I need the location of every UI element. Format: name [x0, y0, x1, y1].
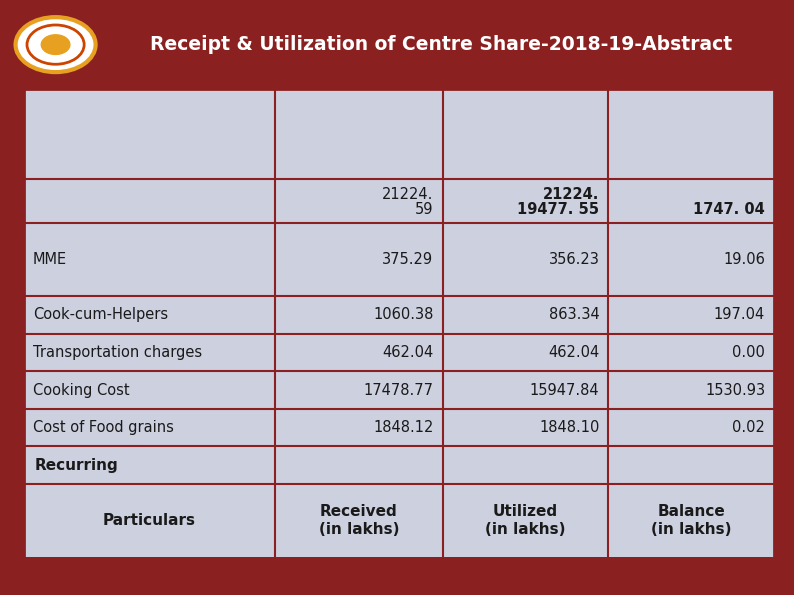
Bar [24, 409, 774, 446]
Bar [24, 89, 774, 178]
Bar [24, 296, 774, 334]
Text: 59: 59 [415, 202, 434, 217]
Text: MME: MME [33, 252, 67, 267]
Text: Receipt & Utilization of Centre Share-2018-19-Abstract: Receipt & Utilization of Centre Share-20… [149, 35, 732, 54]
Bar [24, 371, 774, 409]
Text: 1530.93: 1530.93 [705, 383, 765, 397]
Text: Received
(in lakhs): Received (in lakhs) [318, 505, 399, 537]
Text: Transportation charges: Transportation charges [33, 345, 202, 360]
Text: 197.04: 197.04 [714, 308, 765, 322]
Text: 21224.: 21224. [543, 187, 599, 202]
Bar [24, 178, 774, 223]
Text: 1848.12: 1848.12 [373, 420, 434, 435]
Text: 1060.38: 1060.38 [373, 308, 434, 322]
Text: 19477. 55: 19477. 55 [518, 202, 599, 217]
Circle shape [16, 17, 95, 72]
Text: 19.06: 19.06 [723, 252, 765, 267]
Text: 356.23: 356.23 [549, 252, 599, 267]
Text: 863.34: 863.34 [549, 308, 599, 322]
Text: Recurring: Recurring [35, 458, 119, 473]
Text: Utilized
(in lakhs): Utilized (in lakhs) [485, 505, 565, 537]
Text: 462.04: 462.04 [382, 345, 434, 360]
Text: Cooking Cost: Cooking Cost [33, 383, 129, 397]
Text: 462.04: 462.04 [548, 345, 599, 360]
Text: Cost of Food grains: Cost of Food grains [33, 420, 174, 435]
Bar [24, 334, 774, 371]
Text: 1747. 04: 1747. 04 [693, 202, 765, 217]
Text: Cook-cum-Helpers: Cook-cum-Helpers [33, 308, 168, 322]
Text: Particulars: Particulars [103, 513, 196, 528]
Text: Balance
(in lakhs): Balance (in lakhs) [651, 505, 731, 537]
Circle shape [41, 35, 70, 54]
Bar [24, 446, 774, 484]
Bar [24, 223, 774, 296]
Text: 0.02: 0.02 [732, 420, 765, 435]
Text: 21224.: 21224. [382, 187, 434, 202]
Text: 17478.77: 17478.77 [364, 383, 434, 397]
Bar [24, 484, 774, 557]
Text: 0.00: 0.00 [732, 345, 765, 360]
Text: 375.29: 375.29 [383, 252, 434, 267]
Text: 1848.10: 1848.10 [539, 420, 599, 435]
Text: 15947.84: 15947.84 [530, 383, 599, 397]
